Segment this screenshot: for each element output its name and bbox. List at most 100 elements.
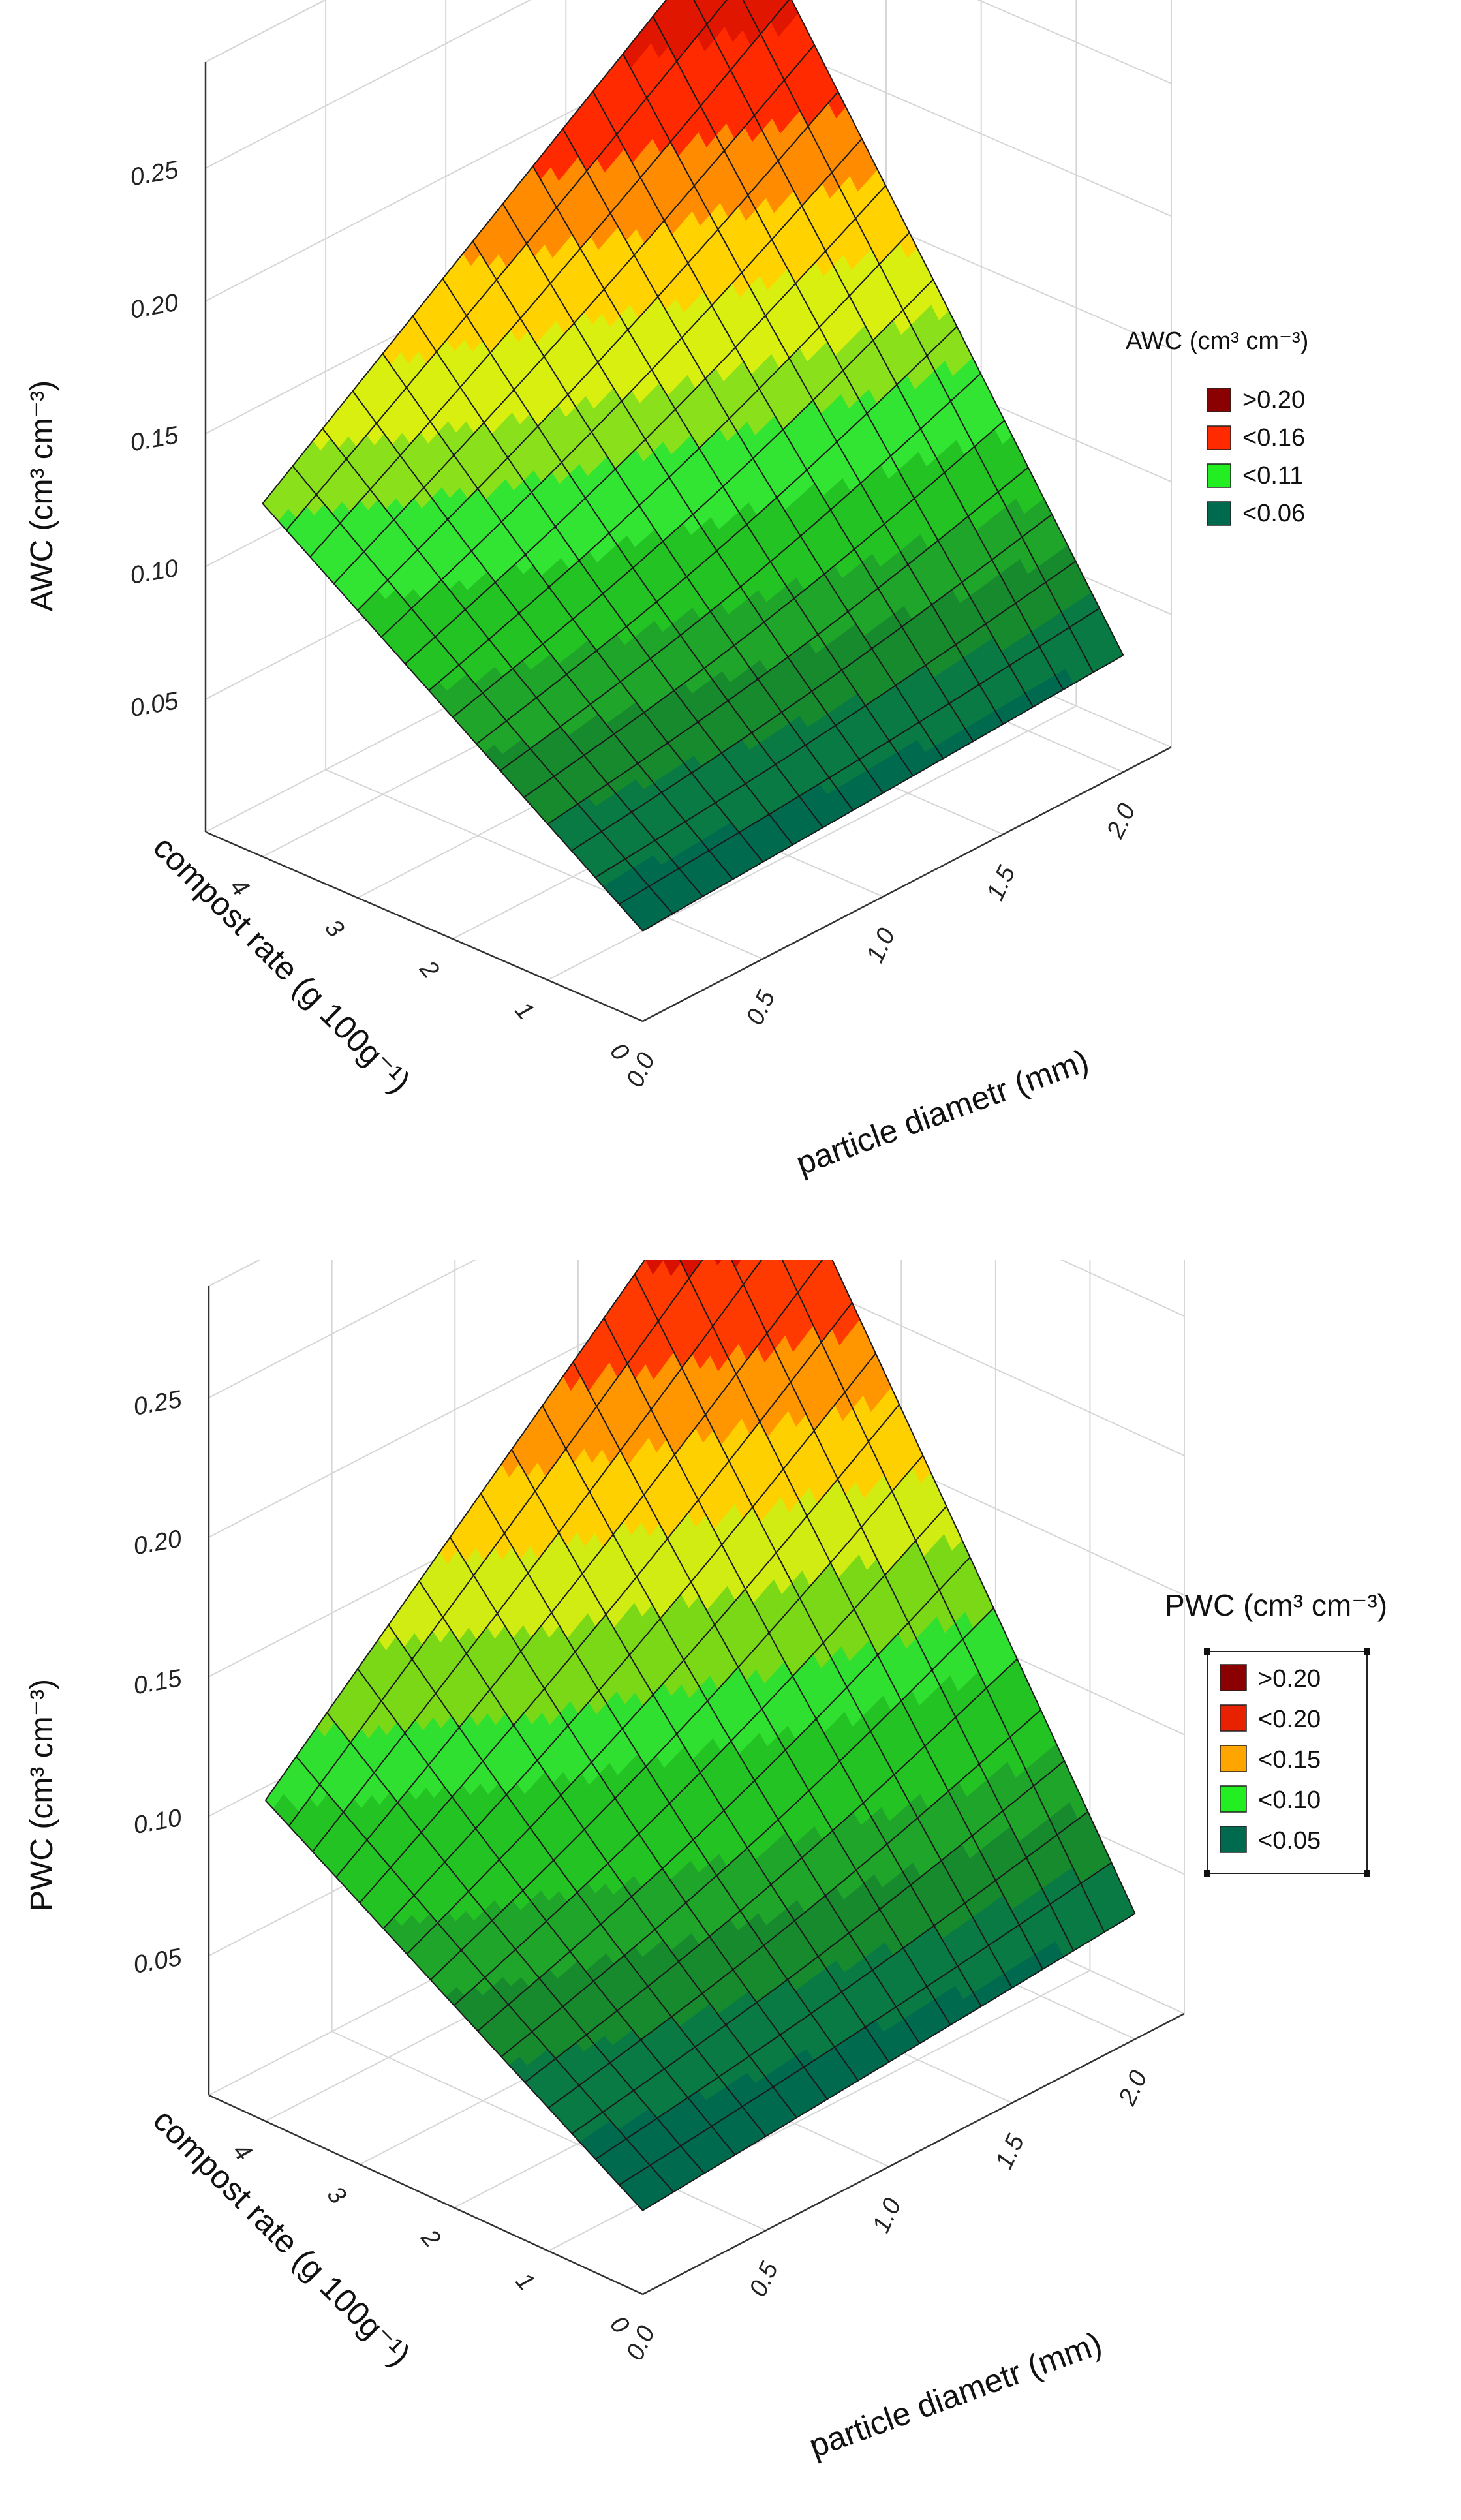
x-tick-label: 1.0 — [867, 2194, 906, 2237]
mesh-line-y — [406, 1404, 900, 1955]
z-tick-label: 0.25 — [128, 156, 181, 191]
y-axis-title: compost rate (g 100g⁻¹) — [146, 829, 418, 1100]
chart-1-mesh — [264, 1260, 1136, 2211]
legend-label: >0.20 — [1258, 1665, 1321, 1693]
legend-label: <0.10 — [1258, 1787, 1321, 1814]
y-axis-line — [208, 2094, 643, 2296]
pwc-surface-chart: 0.05 0.10 0.15 0.20 0.25 0.0 0.5 1.0 1.5 2.0 0 1 2 3 4… — [0, 1260, 1461, 2520]
legend-swatch — [1207, 501, 1231, 526]
mesh-line-y — [619, 1862, 1112, 2186]
mesh-line-y — [380, 138, 863, 638]
mesh-line-y — [262, 0, 668, 504]
x-axis-line — [642, 2012, 1185, 2296]
z-tick-label: 0.05 — [131, 1944, 184, 1979]
x-axis-title: particle diametr (mm) — [792, 1042, 1094, 1182]
legend-swatch — [1220, 1745, 1247, 1772]
chart-1-surface — [265, 1260, 1136, 2211]
mesh-line-y — [476, 326, 958, 745]
x-axis-line — [642, 746, 1172, 1022]
legend-swatch — [1207, 388, 1231, 412]
z-tick-label: 0.20 — [131, 1525, 183, 1560]
y-tick-label: 2 — [414, 955, 444, 984]
chart-0-frame — [204, 0, 1172, 1022]
mesh-line-y — [312, 1260, 763, 1852]
z-tick-label: 0.25 — [131, 1385, 184, 1421]
mesh-line-y — [594, 561, 1077, 878]
frame-edge — [205, 0, 327, 63]
x-tick-label: 0.0 — [621, 2322, 660, 2365]
surface-cell — [714, 1260, 722, 1267]
x-tick-label: 2.0 — [1101, 799, 1141, 843]
x-tick-label: 1.5 — [991, 2130, 1030, 2173]
legend-title: PWC (cm³ cm⁻³) — [1165, 1588, 1387, 1622]
pwc-chart-svg: 0.050.100.150.200.250.00.51.01.52.001234… — [25, 1260, 1387, 2465]
y-axis-line — [205, 831, 643, 1022]
mesh-line-y — [335, 1260, 823, 1878]
legend-swatch — [1220, 1664, 1247, 1691]
legend-label: <0.11 — [1242, 462, 1303, 489]
z-tick-label: 0.10 — [131, 1804, 183, 1839]
mesh-line-y — [524, 1658, 1018, 2083]
mesh-line-y — [430, 1454, 924, 1980]
x-tick-label: 0.0 — [621, 1049, 660, 1092]
x-tick-label: 0.5 — [745, 2258, 784, 2301]
legend-label: <0.15 — [1258, 1746, 1321, 1774]
legend-swatch — [1207, 463, 1231, 488]
legend-frame-handle — [1364, 1870, 1370, 1877]
legend-label: <0.06 — [1242, 500, 1305, 527]
legend-frame-handle — [1364, 1648, 1370, 1655]
mesh-line-y — [500, 1607, 994, 2057]
surface-cell — [731, 1260, 742, 1269]
mesh-line-y — [642, 1913, 1136, 2211]
legend-label: <0.20 — [1258, 1706, 1321, 1733]
legend-swatch — [1220, 1785, 1247, 1813]
y-tick-label: 3 — [322, 2181, 352, 2209]
chart-0-legend: AWC (cm³ cm⁻³) >0.20 <0.16 <0.11 <0.06 — [1126, 328, 1308, 527]
legend-label: >0.20 — [1242, 386, 1305, 414]
legend-frame-handle — [1204, 1870, 1210, 1877]
legend-swatch — [1207, 425, 1231, 450]
chart-1-legend: PWC (cm³ cm⁻³)>0.20<0.20<0.15<0.10<0.05 — [1165, 1588, 1387, 1877]
z-tick-label: 0.15 — [128, 422, 181, 457]
y-axis-title: compost rate (g 100g⁻¹) — [146, 2102, 418, 2373]
mesh-line-y — [523, 420, 1005, 798]
legend-swatch — [1220, 1826, 1247, 1853]
mesh-line-y — [428, 232, 910, 691]
x-tick-label: 2.0 — [1113, 2067, 1153, 2110]
z-tick-label: 0.15 — [131, 1665, 184, 1700]
mesh-line-y — [452, 279, 934, 718]
mesh-line-y — [382, 1353, 876, 1929]
mesh-line-y — [477, 1556, 971, 2032]
mesh-line-y — [547, 467, 1029, 825]
y-tick-label: 1 — [510, 2267, 540, 2296]
legend-frame-handle — [1204, 1648, 1210, 1655]
x-tick-label: 1.0 — [861, 924, 900, 967]
mesh-line-y — [642, 654, 1124, 932]
x-tick-label: 0.5 — [741, 986, 781, 1029]
mesh-line-y — [359, 1302, 853, 1903]
awc-surface-chart: 0.05 0.10 0.15 0.20 0.25 0.0 0.5 1.0 1.5 2.0 0 1 2 3 4… — [25, 0, 1308, 1182]
y-tick-label: 2 — [416, 2224, 446, 2252]
mesh-line-y — [286, 0, 728, 531]
z-tick-label: 0.10 — [128, 555, 180, 590]
legend-frame — [1207, 1651, 1368, 1874]
mesh-line-y — [357, 91, 839, 611]
z-axis-title: AWC (cm³ cm⁻³) — [25, 380, 59, 611]
mesh-line-y — [572, 1760, 1065, 2134]
mesh-line-y — [264, 1260, 646, 1801]
chart-0-mesh — [262, 0, 1124, 932]
awc-chart-svg: 0.050.100.150.200.250.00.51.01.52.001234… — [25, 0, 1308, 1182]
mesh-line-y — [288, 1260, 703, 1826]
y-tick-label: 1 — [510, 997, 540, 1025]
y-tick-label: 3 — [319, 915, 349, 943]
mesh-line-y — [405, 185, 886, 665]
legend-label: <0.16 — [1242, 424, 1305, 452]
mesh-line-y — [619, 607, 1100, 905]
mesh-line-y — [547, 1709, 1041, 2109]
legend-title: AWC (cm³ cm⁻³) — [1126, 328, 1308, 355]
x-axis-title: particle diametr (mm) — [805, 2325, 1107, 2465]
mesh-line-y — [571, 514, 1053, 852]
mesh-line-y — [309, 0, 790, 558]
x-tick-label: 1.5 — [981, 861, 1021, 904]
z-tick-label: 0.20 — [128, 289, 180, 324]
